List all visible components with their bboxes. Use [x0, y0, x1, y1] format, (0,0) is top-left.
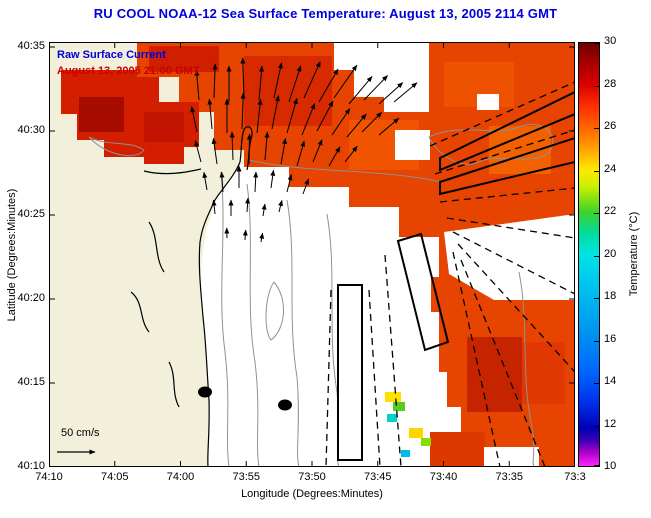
vector-scale-label: 50 cm/s — [61, 427, 100, 439]
colorbar-tick-label: 24 — [604, 162, 617, 175]
map-svg — [49, 42, 575, 467]
colorbar-tick-mark — [594, 128, 599, 129]
colorbar-tick-mark — [594, 43, 599, 44]
colorbar-tick-mark — [594, 383, 599, 384]
layer-buoy-dots — [198, 386, 292, 411]
layer-traffic-lanes-dashed — [325, 81, 575, 467]
colorbar-tick-mark — [594, 213, 599, 214]
axes-frame — [49, 42, 575, 467]
layer-current-vectors — [190, 57, 418, 243]
x-tick-label: 73:45 — [363, 471, 392, 483]
page-title: RU COOL NOAA-12 Sea Surface Temperature:… — [93, 6, 558, 21]
colorbar-tick-label: 20 — [604, 247, 617, 260]
x-tick-label: 74:10 — [35, 471, 63, 483]
colorbar-tick-mark — [594, 465, 599, 466]
x-tick-label: 73:35 — [495, 471, 524, 483]
x-tick-label: 73:3 — [564, 471, 586, 483]
map-plot: Raw Surface Current August 13, 2005 21:0… — [49, 42, 575, 467]
x-tick-label: 74:05 — [100, 471, 129, 483]
y-axis-label: Latitude (Degrees:Minutes) — [6, 188, 18, 322]
y-tick-label: 40:10 — [17, 460, 45, 472]
overlay-current-time: August 13, 2005 21:00 GMT — [57, 65, 200, 77]
y-tick-label: 40:35 — [17, 40, 45, 52]
colorbar-tick-mark — [594, 425, 599, 427]
colorbar-tick-mark — [594, 85, 599, 87]
colorbar-tick-mark — [594, 340, 599, 342]
colorbar-tick-label: 16 — [604, 332, 617, 345]
colorbar-tick-label: 12 — [604, 417, 617, 430]
x-tick-label: 73:55 — [232, 471, 261, 483]
colorbar-tick-mark — [594, 170, 599, 172]
map-layers — [49, 42, 575, 467]
colorbar-tick-mark — [594, 298, 599, 299]
colorbar-tick-label: 28 — [604, 77, 617, 90]
layer-land — [49, 42, 249, 467]
colorbar-tick-mark — [594, 255, 599, 257]
colorbar — [578, 42, 600, 467]
overlay-current-label: Raw Surface Current — [57, 49, 166, 61]
layer-coastline — [130, 126, 253, 467]
y-tick-label: 40:30 — [17, 124, 45, 136]
colorbar-tick-label: 30 — [604, 35, 617, 47]
colorbar-tick-label: 10 — [604, 460, 617, 472]
x-tick-label: 74:00 — [166, 471, 195, 483]
layer-sst-field — [61, 42, 575, 467]
layer-cloud-gaps — [395, 94, 575, 467]
layer-cold-water-specks — [385, 392, 431, 457]
colorbar-tick-label: 18 — [604, 290, 617, 302]
y-tick-label: 40:15 — [17, 376, 45, 388]
x-tick-label: 73:50 — [298, 471, 326, 483]
colorbar-tick-label: 14 — [604, 375, 617, 387]
colorbar-tick-label: 22 — [604, 205, 617, 217]
layer-traffic-lanes-solid — [337, 90, 575, 461]
colorbar-label: Temperature (°C) — [628, 211, 640, 297]
x-tick-label: 73:40 — [429, 471, 458, 483]
x-axis-label: Longitude (Degrees:Minutes) — [241, 488, 383, 500]
colorbar-tick-label: 26 — [604, 120, 617, 132]
